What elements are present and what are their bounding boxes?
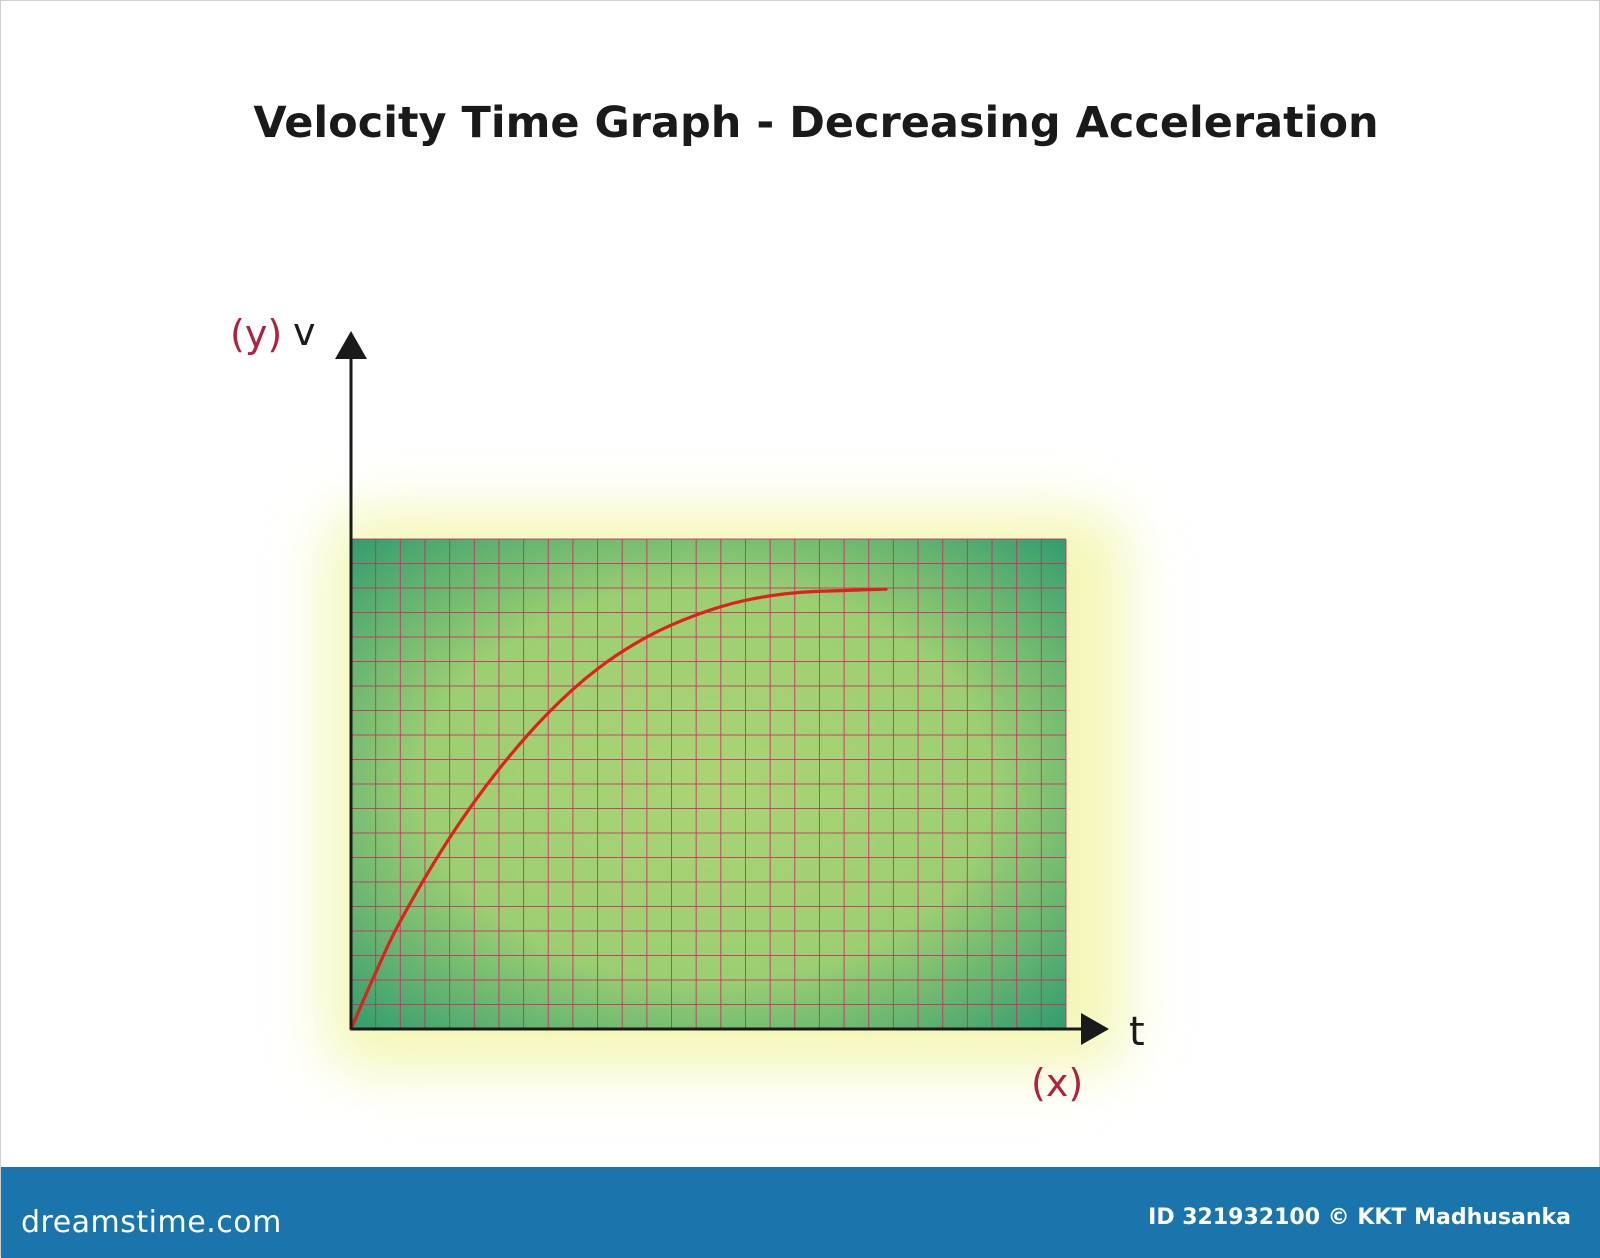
watermark-credit: ID 321932100 © KKT Madhusanka (1148, 1205, 1571, 1230)
watermark-brand: dreamstime.com (21, 1205, 282, 1240)
x-axis-label: t (1129, 1009, 1145, 1055)
chart-title: Velocity Time Graph - Decreasing Acceler… (253, 98, 1378, 148)
y-axis-tag: (y) (230, 312, 282, 356)
grid-lines (351, 538, 1067, 1029)
velocity-curve (349, 587, 888, 1031)
y-axis-label: v (293, 310, 316, 354)
watermark-footer: dreamstime.com ID 321932100 © KKT Madhus… (1, 1167, 1600, 1258)
y-axis-arrow-icon (335, 331, 367, 359)
x-axis-tag: (x) (1031, 1061, 1083, 1105)
x-axis-arrow-icon (1081, 1013, 1109, 1045)
